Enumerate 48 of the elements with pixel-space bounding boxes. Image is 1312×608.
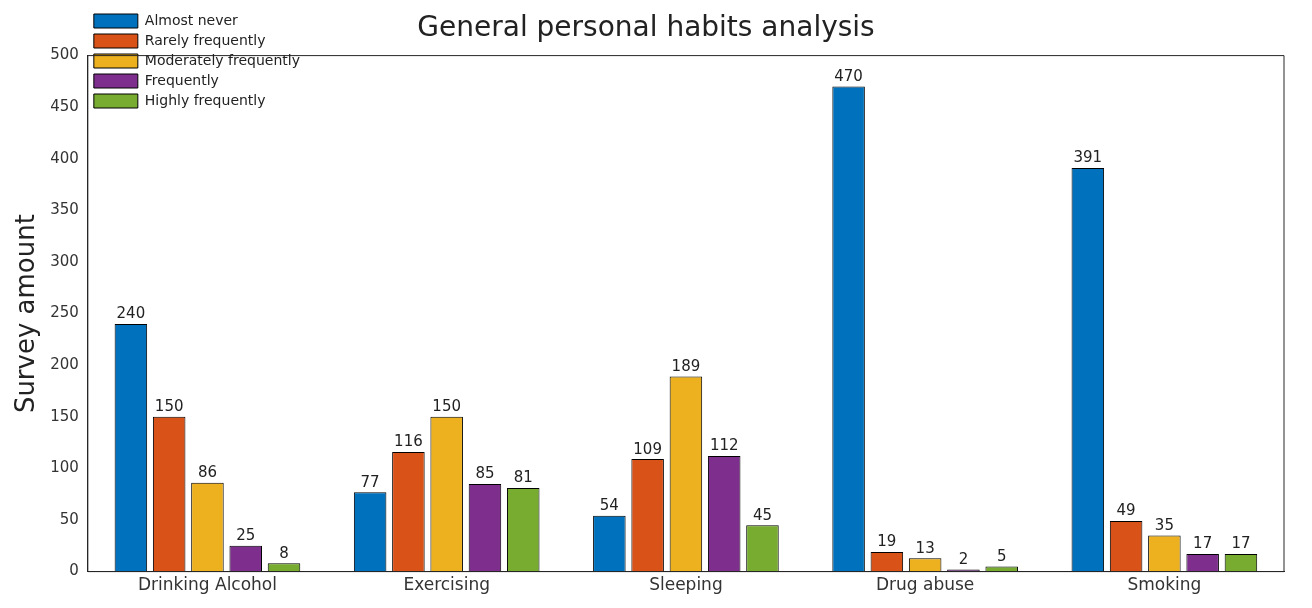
x-tick-label: Smoking — [1127, 574, 1202, 595]
data-label: 54 — [599, 496, 619, 515]
legend-label: Frequently — [144, 71, 219, 88]
data-label: 189 — [671, 356, 701, 375]
data-label: 86 — [197, 463, 217, 482]
data-label: 391 — [1073, 148, 1103, 167]
legend-label: Rarely frequently — [144, 31, 266, 48]
legend-label: Almost never — [144, 11, 239, 28]
data-label: 5 — [996, 546, 1007, 565]
data-label: 81 — [513, 468, 533, 487]
y-tick-label: 50 — [59, 509, 79, 528]
data-label: 35 — [1154, 515, 1174, 534]
data-label: 112 — [709, 436, 739, 455]
data-label: 109 — [633, 439, 662, 458]
y-tick-label: 0 — [69, 561, 79, 580]
x-tick-label: Exercising — [403, 574, 490, 595]
data-label: 25 — [236, 526, 256, 545]
y-tick-label: 250 — [50, 303, 79, 322]
x-tick-label: Drinking Alcohol — [137, 574, 278, 595]
chart-title: General personal habits analysis — [417, 10, 875, 44]
data-label: 85 — [475, 464, 495, 483]
data-label: 77 — [360, 472, 380, 491]
data-label: 45 — [752, 505, 773, 524]
data-label: 116 — [394, 432, 423, 451]
x-tick-label: Sleeping — [649, 574, 723, 595]
y-tick-label: 100 — [50, 458, 79, 477]
y-tick-label: 300 — [50, 251, 79, 270]
data-label: 49 — [1116, 501, 1136, 520]
data-label: 17 — [1193, 534, 1213, 553]
data-label: 8 — [279, 543, 289, 562]
data-label: 13 — [915, 538, 935, 557]
legend-label: Highly frequently — [144, 91, 266, 108]
y-tick-label: 350 — [50, 200, 79, 219]
y-tick-label: 200 — [50, 355, 79, 374]
data-label: 240 — [116, 304, 146, 323]
y-tick-label: 450 — [50, 97, 79, 116]
y-tick-label: 150 — [50, 406, 79, 425]
data-label: 2 — [958, 549, 969, 568]
x-tick-label: Drug abuse — [875, 574, 975, 595]
data-label: 19 — [877, 532, 897, 551]
data-label: 150 — [154, 397, 184, 416]
y-tick-label: 400 — [50, 148, 79, 167]
y-tick-label: 500 — [50, 45, 79, 64]
legend-label: Moderately frequently — [144, 51, 300, 68]
data-label: 150 — [432, 397, 461, 416]
y-axis-title: Survey amount — [10, 214, 41, 414]
data-label: 17 — [1231, 534, 1251, 553]
data-label: 470 — [834, 66, 863, 85]
